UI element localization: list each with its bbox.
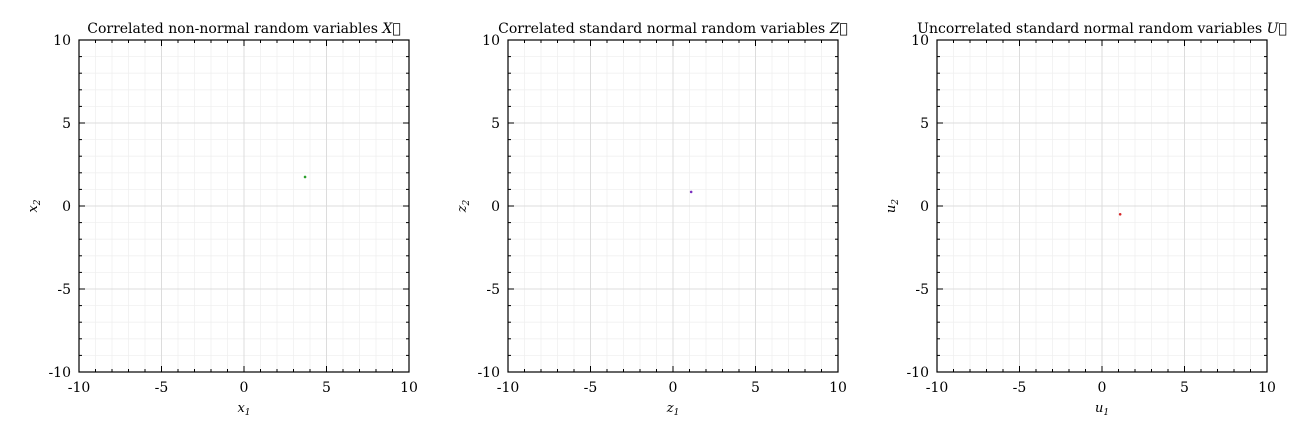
y-tick-label: 10 xyxy=(482,33,500,49)
chart-title: Correlated non-normal random variables X… xyxy=(87,21,401,37)
y-tick-label: -5 xyxy=(486,282,500,298)
data-point xyxy=(689,190,693,194)
y-tick-label: 5 xyxy=(491,116,500,132)
x-tick-label: 5 xyxy=(1180,380,1189,396)
y-tick-label: -10 xyxy=(477,365,500,381)
x-tick-label: 10 xyxy=(400,380,418,396)
data-point xyxy=(303,175,307,179)
data-point xyxy=(1118,213,1122,216)
x-tick-label: -10 xyxy=(926,380,949,396)
chart-panel-1: -10 -5 0 5 10 -10 -5 0 5 10 Correlated non-normal … xyxy=(26,21,418,418)
title-vector-symbol: X⃗ xyxy=(381,21,400,37)
x-tick-label: -5 xyxy=(1013,380,1027,396)
x-tick-label: 5 xyxy=(322,380,331,396)
x-axis-label: z1 xyxy=(666,401,680,418)
axes-frame xyxy=(507,39,839,373)
x-tick-label: 10 xyxy=(1258,380,1276,396)
y-tick-label: -5 xyxy=(915,282,929,298)
x-tick-label: -10 xyxy=(497,380,520,396)
x-tick-label: 5 xyxy=(751,380,760,396)
x-tick-label: 0 xyxy=(1098,380,1107,396)
x-tick-label: 10 xyxy=(829,380,847,396)
chart-title: Uncorrelated standard normal random vari… xyxy=(917,21,1287,37)
title-vector-symbol: U⃗ xyxy=(1267,21,1287,37)
y-tick-label: 0 xyxy=(491,199,500,215)
x-tick-label: -5 xyxy=(155,380,169,396)
y-tick-label: 5 xyxy=(62,116,71,132)
chart-title: Correlated standard normal random variab… xyxy=(498,21,848,37)
x-tick-label: 0 xyxy=(240,380,249,396)
x-tick-label: -5 xyxy=(584,380,598,396)
y-tick-label: 10 xyxy=(53,33,71,49)
y-tick-label: -10 xyxy=(906,365,929,381)
y-axis-label: z2 xyxy=(455,199,472,213)
axes-frame xyxy=(78,39,410,373)
y-axis-label: u2 xyxy=(884,199,901,213)
y-tick-label: 10 xyxy=(911,33,929,49)
axes-frame xyxy=(936,39,1268,373)
y-tick-label: 5 xyxy=(920,116,929,132)
x-axis-label: u1 xyxy=(1095,401,1109,418)
y-tick-label: 0 xyxy=(62,199,71,215)
x-tick-label: 0 xyxy=(669,380,678,396)
y-tick-label: -10 xyxy=(48,365,71,381)
y-tick-label: -5 xyxy=(57,282,71,298)
y-axis-label: x2 xyxy=(26,199,43,212)
y-tick-label: 0 xyxy=(920,199,929,215)
title-vector-symbol: Z⃗ xyxy=(829,21,848,37)
x-axis-label: x1 xyxy=(237,401,250,418)
x-tick-label: -10 xyxy=(68,380,91,396)
